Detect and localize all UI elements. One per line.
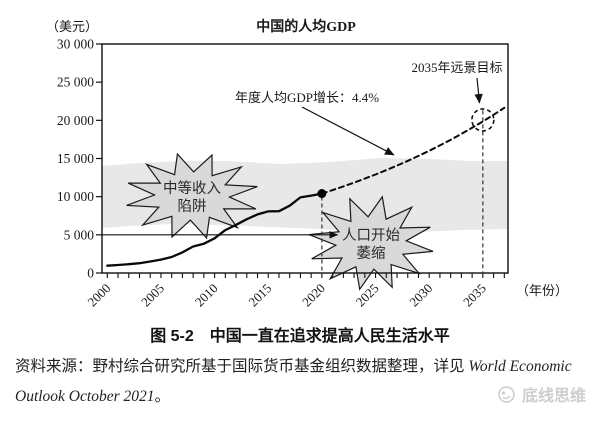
y-axis-unit: （美元） bbox=[46, 19, 98, 34]
trap-star-text-1: 中等收入 bbox=[163, 179, 221, 197]
source-text-cn: 资料来源：野村综合研究所基于国际货币基金组织数据整理，详见 bbox=[15, 358, 469, 375]
starburst-shapes bbox=[126, 152, 434, 291]
source-text-en-2: Outlook October 2021 bbox=[15, 388, 155, 405]
x-axis-unit: （年份） bbox=[516, 283, 568, 298]
y-tick-label: 0 bbox=[87, 266, 94, 281]
gdp-historical-line bbox=[106, 192, 324, 267]
y-tick-label: 25 000 bbox=[57, 75, 94, 90]
gdp-projection-line bbox=[320, 106, 506, 195]
y-tick-label: 30 000 bbox=[57, 37, 94, 52]
source-period: 。 bbox=[154, 388, 170, 405]
data-series bbox=[102, 106, 506, 273]
x-tick-label: 2005 bbox=[138, 281, 167, 310]
x-tick-label: 2015 bbox=[245, 281, 274, 310]
growth-arrow bbox=[301, 106, 395, 156]
axes: 0 5 000 10 000 15 000 20 000 25 000 30 000 2000… bbox=[57, 37, 509, 310]
target-arrow bbox=[474, 77, 483, 104]
source-text-en-1: World Economic bbox=[468, 358, 572, 375]
plot-frame bbox=[101, 43, 509, 274]
shrink-star-text-2: 萎缩 bbox=[357, 245, 386, 262]
trap-star-text-2: 陷阱 bbox=[178, 198, 207, 215]
chart-title: 中国的人均GDP bbox=[256, 18, 356, 35]
figure-caption: 图 5-2 中国一直在追求提高人民生活水平 bbox=[150, 328, 450, 345]
y-tick-label: 5 000 bbox=[64, 227, 95, 242]
watermark-logo-icon bbox=[498, 385, 515, 403]
x-tick-label: 2025 bbox=[353, 281, 382, 310]
x-tick-label: 2020 bbox=[299, 281, 328, 310]
watermark-text: 底线思维 bbox=[521, 388, 586, 405]
x-tick-label: 2035 bbox=[460, 281, 489, 310]
target-2035-circle bbox=[471, 108, 495, 132]
watermark: 底线思维 bbox=[497, 382, 586, 406]
y-tick-label: 20 000 bbox=[57, 113, 94, 128]
x-tick-label: 2030 bbox=[406, 281, 435, 310]
shrink-star-text-1: 人口开始 bbox=[342, 227, 400, 244]
source-note: 资料来源：野村综合研究所基于国际货币基金组织数据整理，详见 World Econ… bbox=[15, 352, 587, 412]
x-tick-label: 2000 bbox=[84, 281, 113, 310]
y-tick-label: 15 000 bbox=[57, 151, 94, 166]
current-point-marker bbox=[317, 189, 327, 199]
target-2035-annotation: 2035年远景目标 bbox=[411, 60, 502, 75]
x-tick-label: 2010 bbox=[192, 281, 221, 310]
y-tick-label: 10 000 bbox=[57, 189, 94, 204]
growth-annotation: 年度人均GDP增长：4.4% bbox=[235, 90, 379, 105]
gdp-chart: 0 5 000 10 000 15 000 20 000 25 000 30 000 2000… bbox=[46, 18, 568, 310]
annotations: （美元） 中国的人均GDP （年份） 年度人均GDP增长：4.4% 2035年远… bbox=[46, 18, 568, 298]
trap-starburst bbox=[126, 152, 258, 240]
